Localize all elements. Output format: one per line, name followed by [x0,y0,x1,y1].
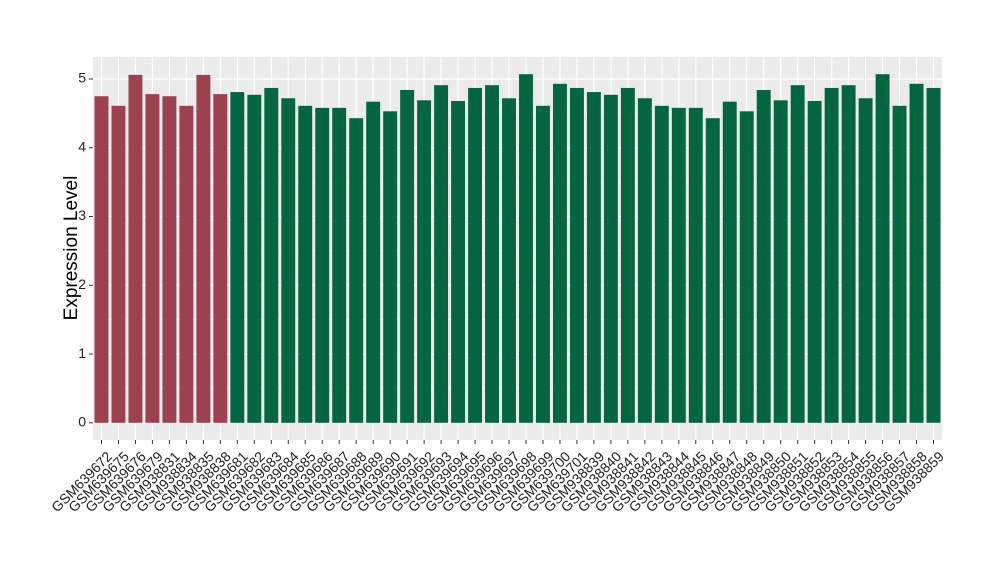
bar [586,92,601,423]
bar [790,85,805,423]
bar [94,96,109,423]
bar [892,105,907,423]
bar [349,118,364,423]
bar [502,98,516,423]
bar [603,94,618,423]
bar [230,92,245,423]
bar [298,105,313,423]
bar [688,107,703,423]
bar [536,105,550,423]
bar [434,85,449,423]
bar [841,85,856,423]
y-tick-label: 3 [78,207,86,223]
bar [875,74,890,423]
bar [366,101,381,423]
y-tick-label: 1 [78,345,86,361]
bar [756,90,771,423]
bar [196,74,211,423]
bar [128,74,143,423]
bar [179,105,194,423]
bar [383,111,398,423]
bar [654,105,669,423]
bar [162,96,177,423]
bar [519,74,533,423]
bar [569,87,584,423]
bar [552,83,567,423]
y-axis-title: Expression Level [61,176,82,321]
bar [773,100,788,423]
bar [739,111,754,423]
bar [722,101,737,423]
bar [145,94,160,423]
bar [315,107,330,423]
bar [858,98,873,423]
bar [485,85,499,423]
bar [671,107,686,423]
bar [451,101,466,423]
bar [213,94,228,423]
bar [637,98,652,423]
bar [926,87,941,423]
bar [281,98,296,423]
bar [909,83,924,423]
bar [247,94,262,423]
bar [400,90,415,423]
y-tick-label: 5 [78,70,86,86]
bar [705,118,720,423]
bar [111,105,126,423]
y-tick-label: 4 [78,138,86,154]
bar [264,87,279,423]
bar [468,87,483,423]
bar [807,101,822,423]
y-tick-label: 0 [78,414,86,430]
y-tick-label: 2 [78,276,86,292]
bar [824,87,839,423]
bar [620,87,635,423]
bar [332,107,347,423]
bar [417,100,432,423]
